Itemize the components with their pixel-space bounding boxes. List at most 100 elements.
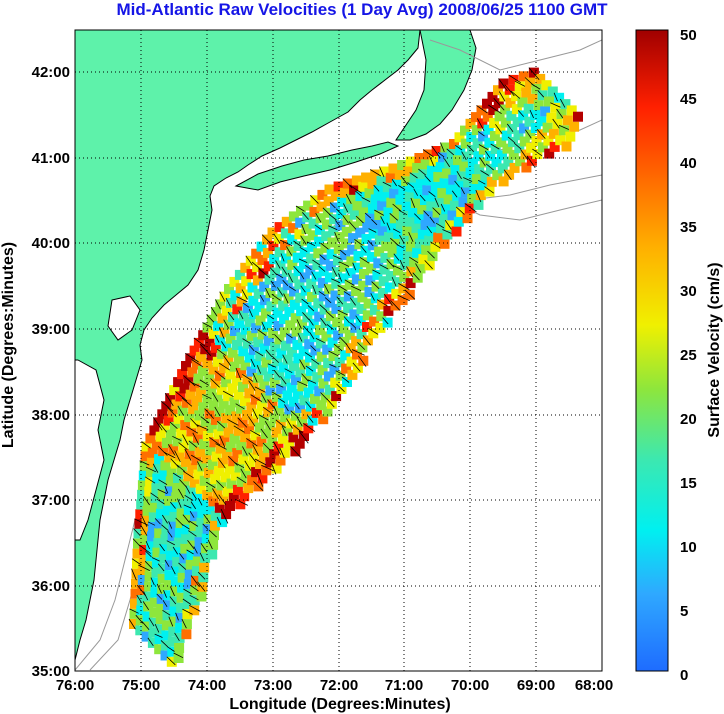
velocity-cell [164,580,174,591]
velocity-cell [214,466,224,476]
velocity-arrow [382,317,389,325]
velocity-arrow [301,373,309,382]
velocity-cell [480,170,491,181]
velocity-cell [314,236,325,247]
velocity-arrow [135,614,144,624]
velocity-cell [257,365,268,376]
velocity-cell [323,371,334,382]
velocity-cell [240,324,251,335]
velocity-arrow [264,420,271,431]
velocity-cell [141,631,152,642]
velocity-cell [175,391,186,402]
velocity-cell [200,416,211,427]
velocity-cell [275,455,286,466]
velocity-cell [398,185,409,196]
velocity-cell [153,463,164,474]
velocity-cell [364,287,375,297]
velocity-cell [284,306,295,317]
velocity-arrow [129,608,139,614]
velocity-cell [270,280,281,291]
chesapeake-bay [75,359,105,541]
velocity-cell [292,339,303,350]
velocity-cell [398,283,409,294]
velocity-cell [345,343,356,354]
velocity-cell [261,357,272,368]
velocity-cell [234,318,245,329]
velocity-cell [281,253,291,264]
velocity-cell [187,463,198,474]
velocity-cell [227,419,238,430]
velocity-arrow [296,416,303,427]
velocity-arrow [434,197,440,208]
velocity-arrow [204,408,214,419]
velocity-cell [215,335,226,346]
velocity-cell [265,349,276,360]
colorbar-tick: 0 [680,667,688,684]
velocity-arrow [399,259,405,269]
velocity-cell [287,259,298,270]
velocity-cell [183,504,194,515]
velocity-cell [482,98,492,109]
velocity-arrow [343,291,351,296]
velocity-arrow [352,362,361,372]
velocity-cell [322,344,333,355]
velocity-cell [260,308,271,319]
velocity-arrow [305,401,312,409]
velocity-cell [163,600,173,611]
velocity-cell [429,216,440,227]
velocity-cell [188,404,199,415]
velocity-arrow [168,616,174,627]
velocity-cell [423,149,434,160]
velocity-cell [385,172,396,183]
velocity-arrow [238,310,244,320]
velocity-arrow [189,510,195,518]
velocity-cell [370,169,381,180]
velocity-cell [286,418,297,429]
velocity-cell [183,375,194,386]
velocity-cell [155,431,166,442]
velocity-cell [231,411,242,422]
velocity-cell [267,227,278,238]
velocity-cell [406,266,417,277]
velocity-arrow [336,296,344,305]
velocity-cell [165,429,176,440]
velocity-cell [293,353,304,364]
velocity-cell [504,169,515,180]
velocity-cell [268,240,279,251]
velocity-arrow [443,158,451,168]
velocity-cell [141,441,152,452]
velocity-arrow [311,358,320,365]
velocity-cell [189,381,200,392]
velocity-cell [242,289,252,300]
velocity-cell [386,222,397,233]
velocity-cell [217,313,228,324]
velocity-arrow [336,383,345,392]
velocity-cell [305,401,316,412]
velocity-arrow [215,299,221,310]
velocity-cell [210,342,221,353]
velocity-cell [213,321,224,332]
velocity-cell [176,508,187,519]
velocity-cell [449,139,459,149]
velocity-cell [279,314,289,324]
velocity-cell [405,216,416,227]
velocity-cell [328,225,339,236]
velocity-arrow [537,89,545,98]
velocity-cell [236,332,247,343]
velocity-cell [507,123,518,134]
velocity-arrow [558,124,569,130]
velocity-cell [542,122,553,133]
velocity-cell [354,239,365,250]
velocity-arrow [320,317,327,326]
velocity-cell [177,369,188,380]
velocity-arrow [261,234,272,244]
velocity-cell [521,87,532,98]
velocity-cell [340,350,351,361]
velocity-cell [273,321,284,331]
velocity-cell [161,524,172,535]
colorbar-tick: 50 [680,27,697,44]
velocity-cell [291,326,302,337]
velocity-cell [544,148,555,159]
velocity-cell [156,604,167,614]
velocity-arrow [251,261,261,270]
